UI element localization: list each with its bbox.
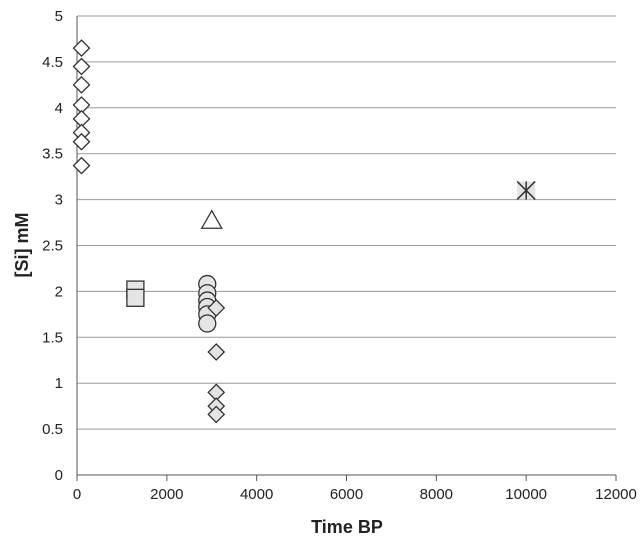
y-tick-label: 3.5 bbox=[42, 146, 63, 163]
data-point-diamond bbox=[72, 39, 91, 58]
data-points bbox=[72, 39, 536, 424]
data-point-diamond bbox=[72, 75, 91, 94]
data-point-diamond bbox=[72, 156, 91, 175]
x-tick-label: 6000 bbox=[330, 486, 363, 503]
axes bbox=[76, 16, 617, 481]
y-tick-label: 4.5 bbox=[42, 54, 63, 71]
x-tick-label: 10000 bbox=[505, 486, 547, 503]
data-point-diamond bbox=[72, 57, 91, 76]
data-point-diamond bbox=[207, 405, 226, 424]
y-tick-label: 0.5 bbox=[42, 421, 63, 438]
y-tick-label: 0 bbox=[55, 467, 63, 484]
x-tick-label: 2000 bbox=[150, 486, 183, 503]
data-point-circle bbox=[198, 314, 217, 333]
y-tick-label: 4 bbox=[55, 100, 63, 117]
x-tick-label: 8000 bbox=[420, 486, 453, 503]
data-point-square bbox=[126, 288, 145, 307]
x-tick-labels: 0 2000 4000 6000 8000 10000 12000 bbox=[73, 486, 637, 503]
y-tick-label: 3 bbox=[55, 192, 63, 209]
x-tick-label: 0 bbox=[73, 486, 81, 503]
y-tick-label: 2.5 bbox=[42, 238, 63, 255]
data-point-star bbox=[516, 180, 536, 200]
data-point-diamond bbox=[207, 299, 226, 317]
y-tick-labels: 0 0.5 1 1.5 2 2.5 3 3.5 4 4.5 5 bbox=[42, 8, 63, 484]
data-point-triangle bbox=[200, 209, 223, 229]
x-axis-title: Time BP bbox=[311, 517, 383, 537]
y-tick-label: 1 bbox=[55, 375, 63, 392]
data-point-diamond bbox=[207, 343, 226, 361]
data-point-diamond bbox=[72, 132, 91, 151]
y-tick-label: 2 bbox=[55, 283, 63, 300]
y-axis-title: [Si] mM bbox=[12, 213, 32, 278]
gridlines bbox=[77, 15, 616, 430]
y-tick-label: 1.5 bbox=[42, 329, 63, 346]
x-tick-label: 12000 bbox=[595, 486, 637, 503]
y-tick-label: 5 bbox=[55, 8, 63, 25]
x-tick-label: 4000 bbox=[240, 486, 273, 503]
